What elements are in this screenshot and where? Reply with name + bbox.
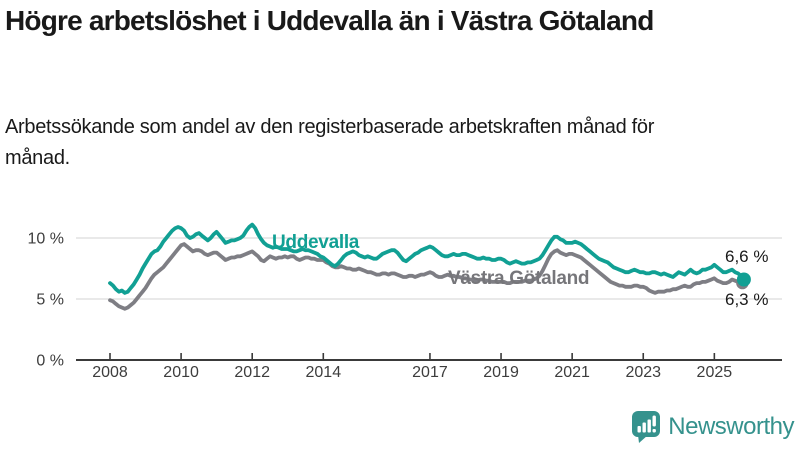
page-title: Högre arbetslöshet i Uddevalla än i Väst…: [5, 5, 654, 36]
x-tick-label: 2010: [163, 364, 199, 381]
series-line-uddevalla: [108, 222, 746, 295]
x-tick-label: 2012: [234, 364, 270, 381]
newsworthy-bubble-chart-icon: [632, 411, 661, 443]
x-tick-label: 2019: [483, 364, 519, 381]
end-value-label-vastra-gotaland: 6,3 %: [725, 290, 768, 309]
x-tick-label: 2021: [554, 364, 590, 381]
y-tick-label: 5 %: [36, 292, 64, 309]
x-tick-label: 2008: [92, 364, 128, 381]
series-label-vastra-gotaland: Västra Götaland: [448, 268, 589, 289]
newsworthy-logo[interactable]: Newsworthy: [631, 410, 794, 444]
series-label-uddevalla: Uddevalla: [272, 232, 360, 253]
end-dot-uddevalla: [736, 272, 751, 287]
x-tick-label: 2017: [412, 364, 448, 381]
newsworthy-wordmark: Newsworthy: [668, 413, 794, 440]
x-tick-label: 2025: [697, 364, 733, 381]
x-tick-label: 2014: [306, 364, 342, 381]
end-value-label-uddevalla: 6,6 %: [725, 247, 768, 266]
page-subtitle: Arbetssökande som andel av den registerb…: [5, 116, 655, 169]
series-line-v-stra-g-taland: [108, 242, 746, 311]
y-tick-label: 10 %: [28, 231, 64, 248]
chart-generated-layer: 0 % 5 % 10 % 2008 2010 2012 2014 2017 2019 2021 20…: [28, 222, 782, 381]
x-tick-label: 2023: [625, 364, 661, 381]
y-tick-label: 0 %: [36, 353, 64, 370]
